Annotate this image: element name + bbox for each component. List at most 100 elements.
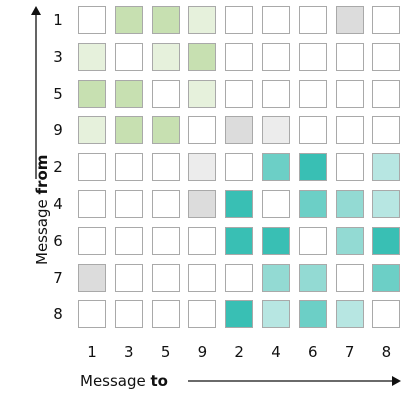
matrix-cell-1-to-3 [114, 6, 143, 34]
matrix-cell-2-to-4 [262, 153, 290, 182]
matrix-cell-9-to-1 [78, 116, 106, 145]
matrix-cell-7-to-8 [372, 263, 401, 292]
matrix-cell-2-to-8 [372, 153, 401, 182]
column-label: 3 [124, 343, 134, 361]
matrix-cell-1-to-8 [372, 6, 401, 34]
row-label: 5 [53, 84, 63, 103]
x-axis-title-bold: to [150, 372, 168, 390]
column-label: 2 [234, 343, 244, 361]
matrix-cell-4-to-3 [114, 190, 143, 218]
matrix-cell-2-to-2 [225, 153, 254, 182]
x-axis-title-prefix: Message [80, 372, 151, 390]
row-label: 9 [53, 121, 63, 140]
column-label: 8 [381, 343, 392, 361]
matrix-cell-3-to-4 [262, 42, 290, 71]
matrix-cell-9-to-7 [335, 116, 364, 145]
matrix-cell-6-to-5 [151, 226, 180, 255]
matrix-cell-7-to-4 [262, 263, 290, 292]
column-label: 6 [308, 343, 318, 361]
matrix-cell-4-to-1 [78, 190, 106, 218]
matrix-cell-1-to-5 [151, 6, 180, 34]
matrix-cell-1-to-4 [262, 6, 290, 34]
matrix-cell-1-to-2 [225, 6, 254, 34]
x-axis-title: Message to [80, 372, 168, 390]
matrix-cell-9-to-3 [114, 116, 143, 145]
matrix-cell-5-to-2 [225, 79, 254, 108]
matrix-cell-8-to-5 [151, 300, 180, 329]
matrix-cell-7-to-7 [335, 263, 364, 292]
matrix-cell-5-to-3 [114, 79, 143, 108]
matrix-cell-4-to-9 [188, 190, 217, 218]
matrix-cell-5-to-8 [372, 79, 401, 108]
matrix-cell-3-to-6 [298, 42, 327, 71]
row-label: 8 [53, 305, 63, 324]
matrix-cell-2-to-5 [151, 153, 180, 182]
matrix-cell-5-to-4 [262, 79, 290, 108]
matrix-cell-3-to-1 [78, 42, 106, 71]
matrix-cell-9-to-8 [372, 116, 401, 145]
matrix-cell-2-to-7 [335, 153, 364, 182]
matrix-cell-1-to-6 [298, 6, 327, 34]
matrix-cell-8-to-3 [114, 300, 143, 329]
matrix-cell-2-to-3 [114, 153, 143, 182]
matrix-cell-9-to-4 [262, 116, 290, 145]
column-label: 9 [197, 343, 208, 361]
row-label: 7 [53, 268, 63, 287]
matrix-cell-8-to-6 [298, 300, 327, 329]
matrix-cell-9-to-2 [225, 116, 254, 145]
matrix-cell-4-to-4 [262, 190, 290, 218]
matrix-cell-3-to-9 [188, 42, 217, 71]
matrix-cell-4-to-2 [225, 190, 254, 218]
matrix-cell-6-to-4 [262, 226, 290, 255]
row-label: 6 [53, 231, 63, 250]
column-label: 5 [160, 343, 171, 361]
x-axis-arrow [188, 376, 401, 386]
row-label: 2 [53, 158, 63, 177]
matrix-cell-9-to-9 [188, 116, 217, 145]
matrix-cell-8-to-9 [188, 300, 217, 329]
matrix-cell-3-to-8 [372, 42, 401, 71]
matrix-cell-9-to-5 [151, 116, 180, 145]
matrix-cell-5-to-5 [151, 79, 180, 108]
matrix-cell-2-to-9 [188, 153, 217, 182]
matrix-cell-6-to-9 [188, 226, 217, 255]
matrix-cell-1-to-9 [188, 6, 217, 34]
matrix-cell-4-to-5 [151, 190, 180, 218]
matrix-cell-6-to-7 [335, 226, 364, 255]
matrix-cell-4-to-6 [298, 190, 327, 218]
row-label: 1 [53, 11, 63, 29]
matrix-cell-2-to-1 [78, 153, 106, 182]
matrix-cell-8-to-4 [262, 300, 290, 329]
matrix-cell-7-to-3 [114, 263, 143, 292]
column-label: 4 [271, 343, 281, 361]
matrix-cell-8-to-8 [372, 300, 401, 329]
matrix-cell-9-to-6 [298, 116, 327, 145]
column-label: 7 [344, 343, 355, 361]
matrix-cell-7-to-9 [188, 263, 217, 292]
heatmap-grid [78, 6, 403, 334]
matrix-cell-5-to-9 [188, 79, 217, 108]
y-axis-title-prefix: Message [33, 194, 51, 265]
matrix-cell-5-to-1 [78, 79, 106, 108]
matrix-cell-3-to-2 [225, 42, 254, 71]
row-label: 4 [53, 195, 63, 213]
matrix-cell-6-to-6 [298, 226, 327, 255]
matrix-cell-6-to-8 [372, 226, 401, 255]
matrix-cell-7-to-6 [298, 263, 327, 292]
matrix-cell-6-to-1 [78, 226, 106, 255]
column-label: 1 [87, 343, 97, 361]
matrix-cell-8-to-2 [225, 300, 254, 329]
matrix-cell-1-to-1 [78, 6, 106, 34]
matrix-cell-4-to-7 [335, 190, 364, 218]
matrix-cell-3-to-5 [151, 42, 180, 71]
matrix-cell-1-to-7 [335, 6, 364, 34]
matrix-cell-7-to-5 [151, 263, 180, 292]
row-label: 3 [53, 47, 63, 66]
matrix-cell-6-to-2 [225, 226, 254, 255]
matrix-cell-7-to-1 [78, 263, 106, 292]
matrix-cell-4-to-8 [372, 190, 401, 218]
matrix-cell-3-to-7 [335, 42, 364, 71]
matrix-cell-6-to-3 [114, 226, 143, 255]
matrix-cell-5-to-6 [298, 79, 327, 108]
matrix-cell-8-to-1 [78, 300, 106, 329]
